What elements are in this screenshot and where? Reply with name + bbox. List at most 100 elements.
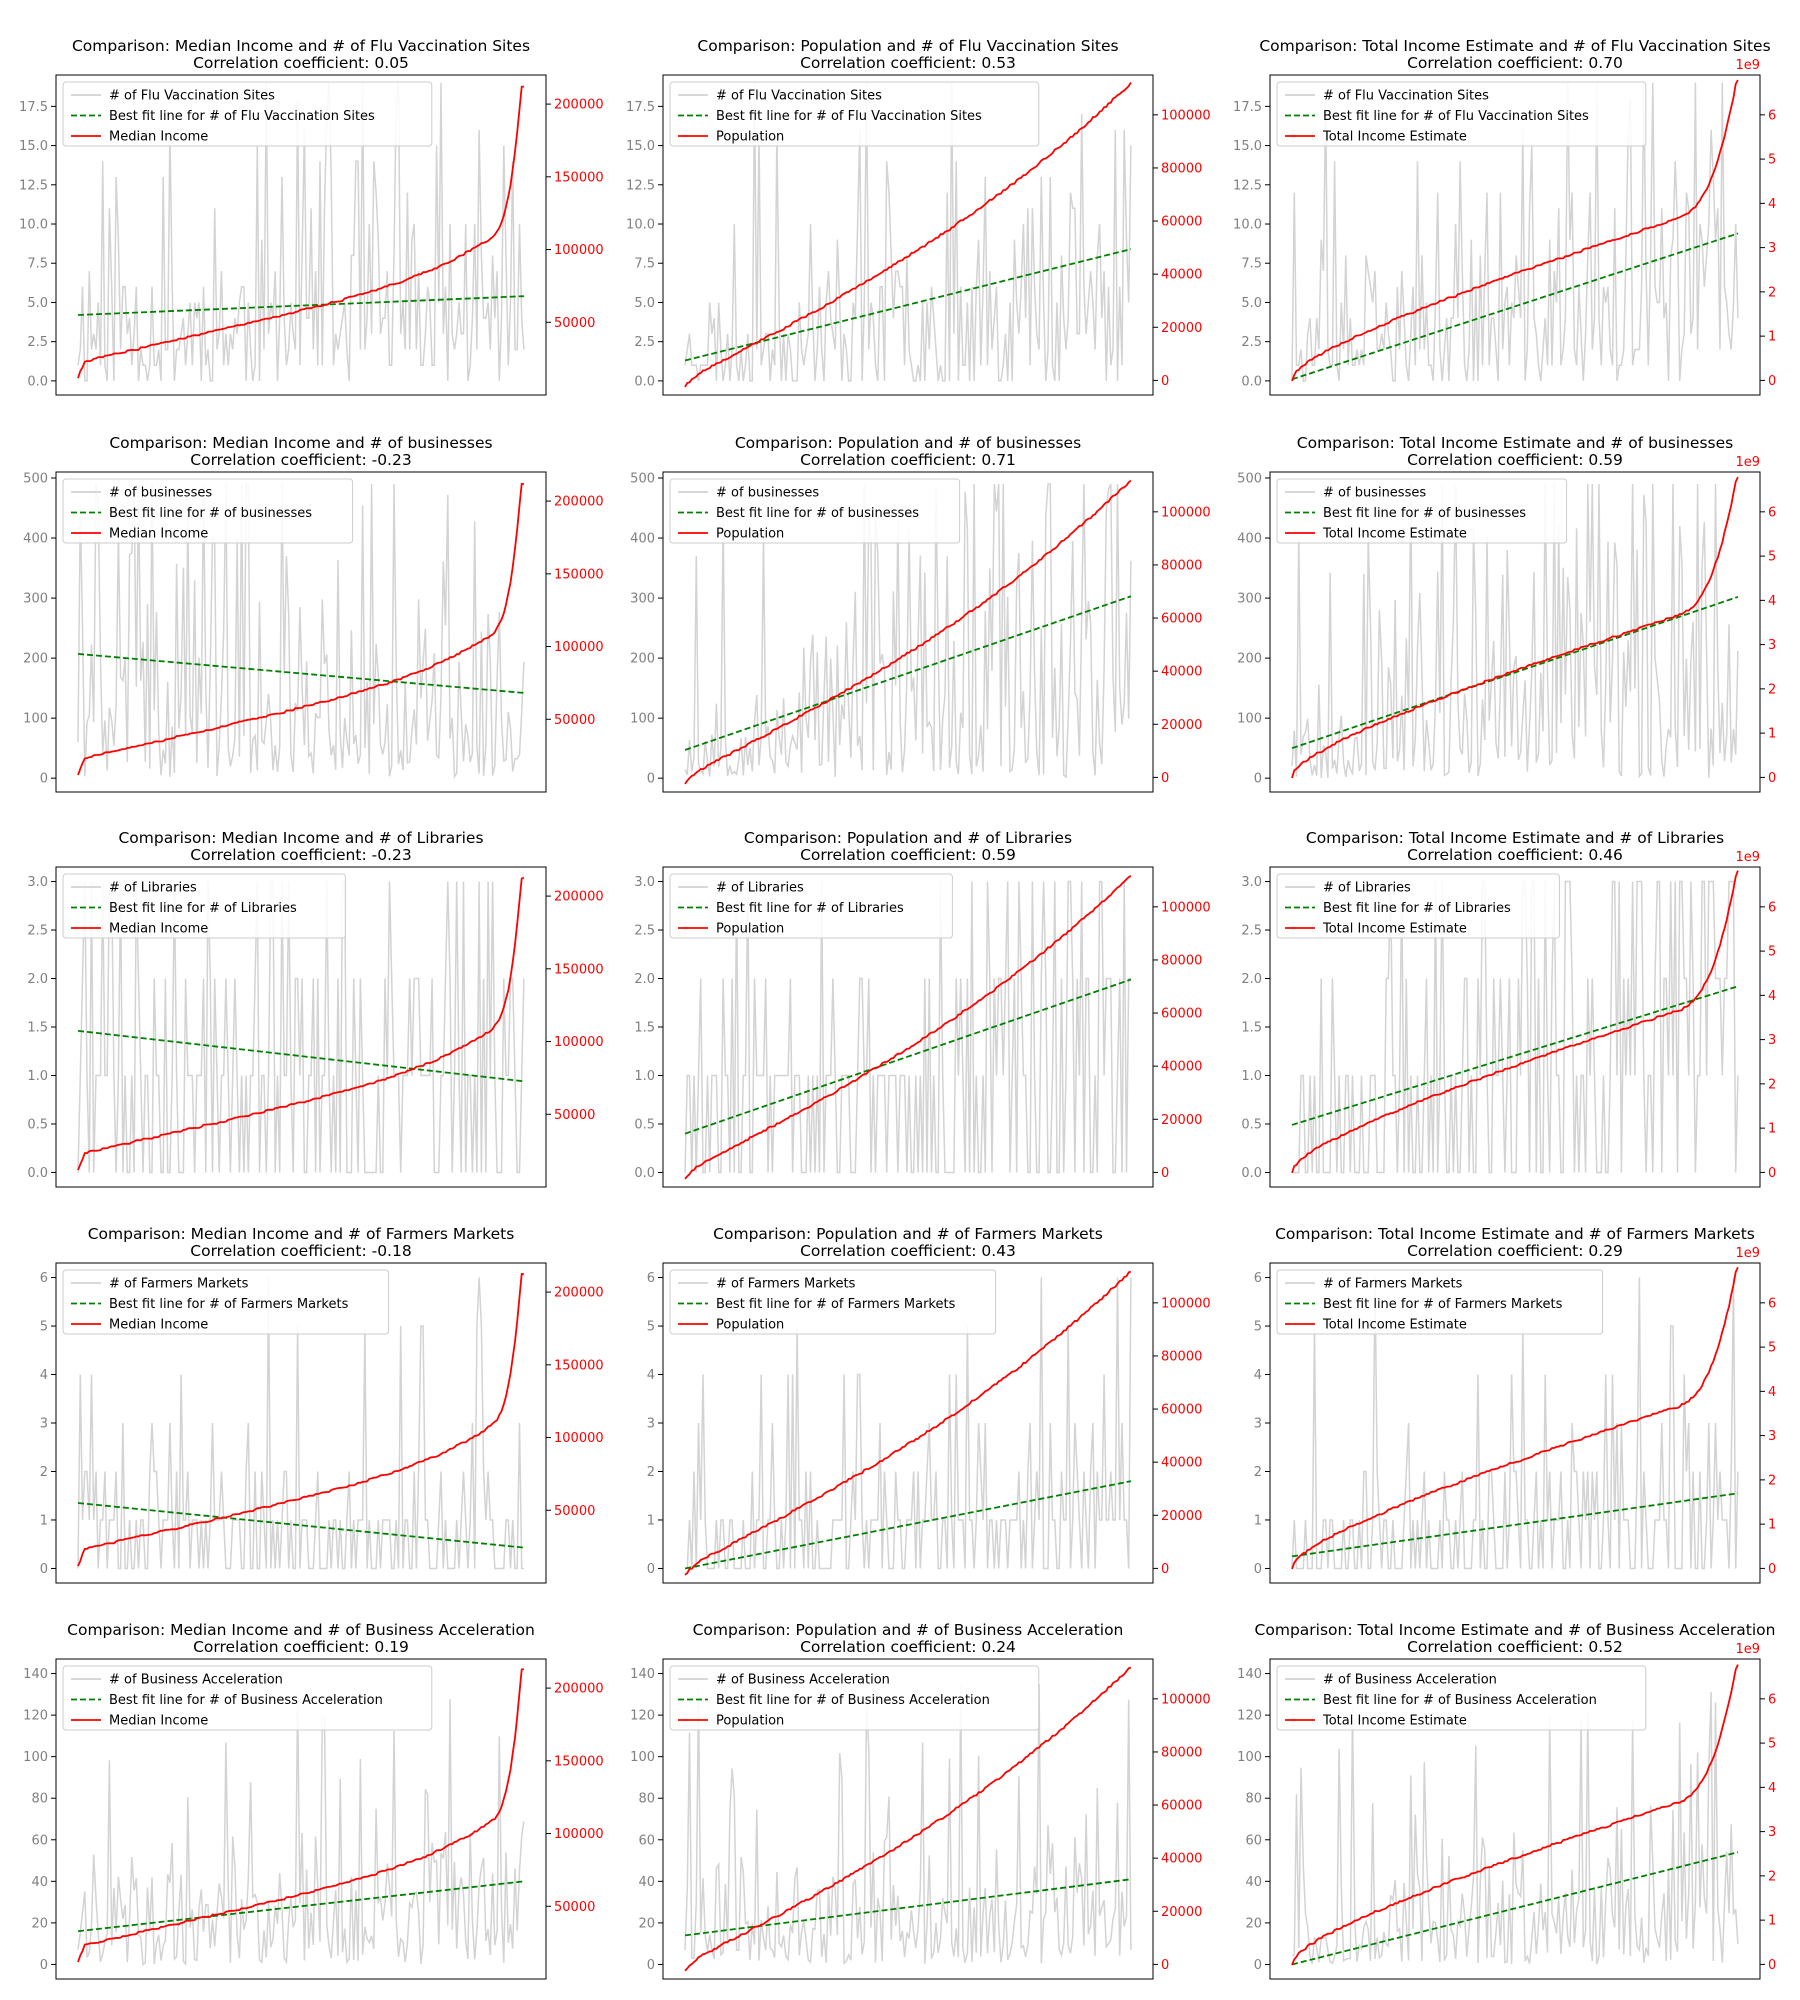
legend-box: [669, 478, 961, 544]
right-axis-offset-label: 1e9: [1735, 850, 1760, 865]
right-tick-label: 50000: [554, 713, 595, 728]
right-tick-label: 100000: [554, 1827, 604, 1842]
right-tick-label: 40000: [1161, 665, 1202, 680]
left-tick-label: 2.5: [634, 335, 655, 350]
legend-box: [669, 1269, 997, 1335]
right-tick-label: 80000: [1161, 558, 1202, 573]
left-tick-label: 10.0: [19, 218, 48, 233]
right-tick-label: 0: [1161, 1562, 1169, 1577]
right-tick-label: 5: [1768, 550, 1776, 565]
right-tick-label: 3: [1768, 638, 1776, 653]
correlation-subtitle: Correlation coefficient: 0.70: [1407, 54, 1623, 72]
chart-title: Comparison: Total Income Estimate and # …: [1259, 37, 1770, 55]
legend: # of Business Acceleration Best fit line …: [1276, 1665, 1647, 1731]
metric-series-line: [1291, 79, 1739, 382]
left-tick-label: 6: [1254, 1271, 1262, 1286]
legend-entry: Total Income Estimate: [1322, 1318, 1467, 1333]
right-tick-label: 0: [1161, 1958, 1169, 1973]
left-tick-label: 0.5: [27, 1117, 48, 1132]
best-fit-line: [1291, 596, 1739, 750]
right-tick-label: 60000: [1161, 215, 1202, 230]
left-tick-label: 0.0: [634, 1166, 655, 1181]
left-tick-label: 1.5: [634, 1021, 655, 1036]
legend-entry: Best fit line for # of Business Accelera…: [1323, 1693, 1597, 1708]
right-tick-label: 20000: [1161, 1905, 1202, 1920]
legend-box: [62, 873, 346, 939]
right-axis-offset-label: 1e9: [1735, 1642, 1760, 1657]
left-tick-label: 15.0: [1233, 139, 1262, 154]
legend-entry: # of businesses: [109, 486, 212, 501]
left-tick-label: 15.0: [626, 139, 655, 154]
best-fit-line: [77, 1880, 525, 1933]
count-series-line: [77, 1277, 524, 1570]
legend-entry: Best fit line for # of Business Accelera…: [716, 1693, 990, 1708]
correlation-subtitle: Correlation coefficient: 0.71: [800, 451, 1016, 469]
right-tick-label: 60000: [1161, 1007, 1202, 1022]
best-fit-line: [77, 1029, 525, 1083]
left-tick-label: 300: [1237, 592, 1262, 607]
left-tick-label: 200: [23, 652, 48, 667]
left-tick-label: 140: [1237, 1667, 1262, 1682]
right-tick-label: 100000: [1161, 1692, 1211, 1707]
count-series-line: [684, 1683, 1132, 1966]
left-tick-label: 500: [23, 472, 48, 487]
left-tick-label: 17.5: [626, 100, 655, 115]
left-tick-label: 40: [31, 1875, 48, 1890]
right-tick-label: 100000: [554, 1035, 604, 1050]
left-tick-label: 7.5: [634, 257, 655, 272]
legend-entry: # of businesses: [716, 486, 819, 501]
left-tick-label: 0: [647, 772, 655, 787]
chart-title: Comparison: Median Income and # of Busin…: [67, 1621, 535, 1639]
left-tick-label: 6: [40, 1271, 48, 1286]
correlation-subtitle: Correlation coefficient: -0.18: [190, 1242, 411, 1260]
left-tick-label: 7.5: [27, 257, 48, 272]
count-series-line: [1291, 1277, 1739, 1570]
left-tick-label: 100: [23, 712, 48, 727]
right-tick-label: 100000: [554, 243, 604, 258]
legend-box: [62, 1269, 390, 1335]
right-tick-label: 40000: [1161, 268, 1202, 283]
correlation-subtitle: Correlation coefficient: 0.52: [1407, 1638, 1623, 1656]
right-tick-label: 5: [1768, 153, 1776, 168]
metric-series-line: [684, 1270, 1132, 1576]
left-tick-label: 2.0: [1241, 972, 1262, 987]
left-tick-label: 5.0: [634, 296, 655, 311]
legend-entry: # of Business Acceleration: [716, 1673, 890, 1688]
right-tick-label: 100000: [554, 1431, 604, 1446]
legend: # of businesses Best fit line for # of bu…: [669, 478, 961, 544]
legend-entry: Median Income: [109, 1714, 208, 1729]
axes-frame: [662, 1658, 1154, 1980]
correlation-subtitle: Correlation coefficient: 0.59: [1407, 451, 1623, 469]
right-tick-label: 60000: [1161, 612, 1202, 627]
left-tick-label: 40: [638, 1875, 655, 1890]
best-fit-line: [684, 1480, 1132, 1570]
right-tick-label: 100000: [554, 640, 604, 655]
legend-entry: Median Income: [109, 130, 208, 145]
left-tick-label: 20: [638, 1916, 655, 1931]
subplot-4: Comparison: Median Income and # of busin…: [23, 434, 604, 793]
legend-entry: Total Income Estimate: [1322, 1714, 1467, 1729]
left-tick-label: 3.0: [27, 875, 48, 890]
legend-entry: # of Flu Vaccination Sites: [109, 89, 275, 104]
best-fit-line: [1291, 1492, 1739, 1558]
right-axis-offset-label: 1e9: [1735, 58, 1760, 73]
right-tick-label: 80000: [1161, 1745, 1202, 1760]
right-tick-label: 40000: [1161, 1456, 1202, 1471]
metric-series-line: [1291, 1266, 1739, 1570]
legend: # of Business Acceleration Best fit line …: [62, 1665, 433, 1731]
legend-entry: # of Libraries: [716, 881, 804, 896]
metric-series-line: [77, 1668, 525, 1963]
metric-series-line: [684, 82, 1132, 388]
correlation-subtitle: Correlation coefficient: 0.53: [800, 54, 1016, 72]
left-tick-label: 5: [1254, 1320, 1262, 1335]
axes-frame: [55, 471, 547, 793]
legend-entry: # of Farmers Markets: [1323, 1277, 1463, 1292]
right-tick-label: 5: [1768, 1737, 1776, 1752]
best-fit-line: [77, 653, 525, 694]
best-fit-line: [684, 595, 1132, 751]
left-tick-label: 120: [630, 1709, 655, 1724]
legend-entry: Best fit line for # of Libraries: [716, 901, 904, 916]
subplot-11: Comparison: Population and # of Farmers …: [647, 1225, 1211, 1584]
right-tick-label: 150000: [554, 1754, 604, 1769]
subplot-10: Comparison: Median Income and # of Farme…: [40, 1225, 604, 1584]
